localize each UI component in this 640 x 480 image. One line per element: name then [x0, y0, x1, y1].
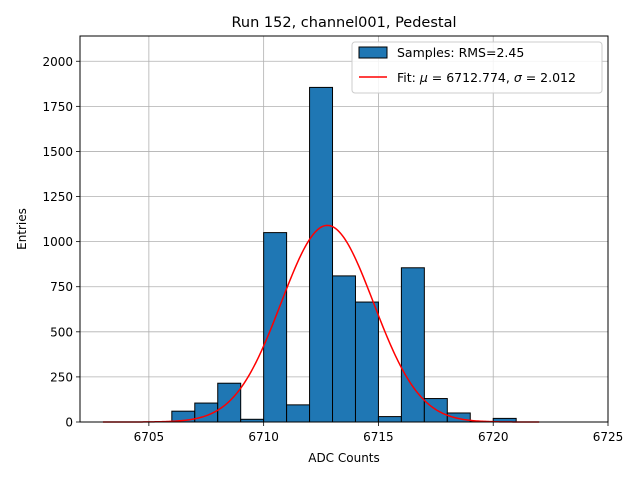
legend-box — [351, 41, 603, 94]
legend-label-histogram: Samples: RMS=2.45 — [397, 45, 524, 60]
histogram-bar — [354, 301, 379, 423]
fit-sigma-symbol: σ — [514, 70, 523, 85]
x-tick-label: 6715 — [363, 430, 394, 444]
x-tick-label: 6720 — [478, 430, 509, 444]
y-tick-label: 2000 — [42, 55, 73, 69]
fit-curve — [102, 224, 540, 423]
y-tick-label: 1000 — [42, 235, 73, 249]
histogram-bar — [217, 382, 242, 423]
chart-title: Run 152, channel001, Pedestal — [231, 15, 456, 31]
x-tick-label: 6710 — [248, 430, 279, 444]
histogram-bar — [263, 232, 288, 423]
fit-mu-text: = 6712.774, — [428, 70, 514, 85]
histogram-bar — [332, 275, 356, 423]
plot-frame — [79, 35, 609, 423]
x-axis-label: ADC Counts — [308, 451, 380, 465]
legend-label-fit: Fit: μ = 6712.774, σ = 2.012 — [397, 70, 576, 85]
y-tick-label: 0 — [65, 416, 73, 430]
histogram-bar — [309, 86, 334, 423]
x-axis-ticks: 6705 6710 6715 6720 6725 — [134, 422, 624, 444]
x-tick-label: 6705 — [134, 430, 165, 444]
histogram-bar — [286, 404, 311, 423]
x-tick-label: 6725 — [593, 430, 624, 444]
legend-swatch-histogram — [358, 46, 388, 59]
y-tick-label: 750 — [50, 280, 73, 294]
y-tick-label: 250 — [50, 370, 73, 384]
histogram-bars — [171, 86, 517, 423]
fit-sigma-text: = 2.012 — [522, 70, 576, 85]
fit-mu-symbol: μ — [419, 70, 428, 85]
y-axis-ticks: 0 250 500 750 1000 1250 1500 1750 2000 — [42, 55, 80, 430]
legend: Samples: RMS=2.45 Fit: μ = 6712.774, σ =… — [351, 41, 603, 94]
y-axis-label: Entries — [15, 208, 29, 250]
fit-prefix: Fit: — [397, 70, 420, 85]
y-tick-label: 1250 — [42, 190, 73, 204]
y-tick-label: 1750 — [42, 100, 73, 114]
y-tick-label: 500 — [50, 325, 73, 339]
histogram-bar — [400, 267, 425, 423]
y-tick-label: 1500 — [42, 145, 73, 159]
histogram-bar — [377, 416, 402, 423]
